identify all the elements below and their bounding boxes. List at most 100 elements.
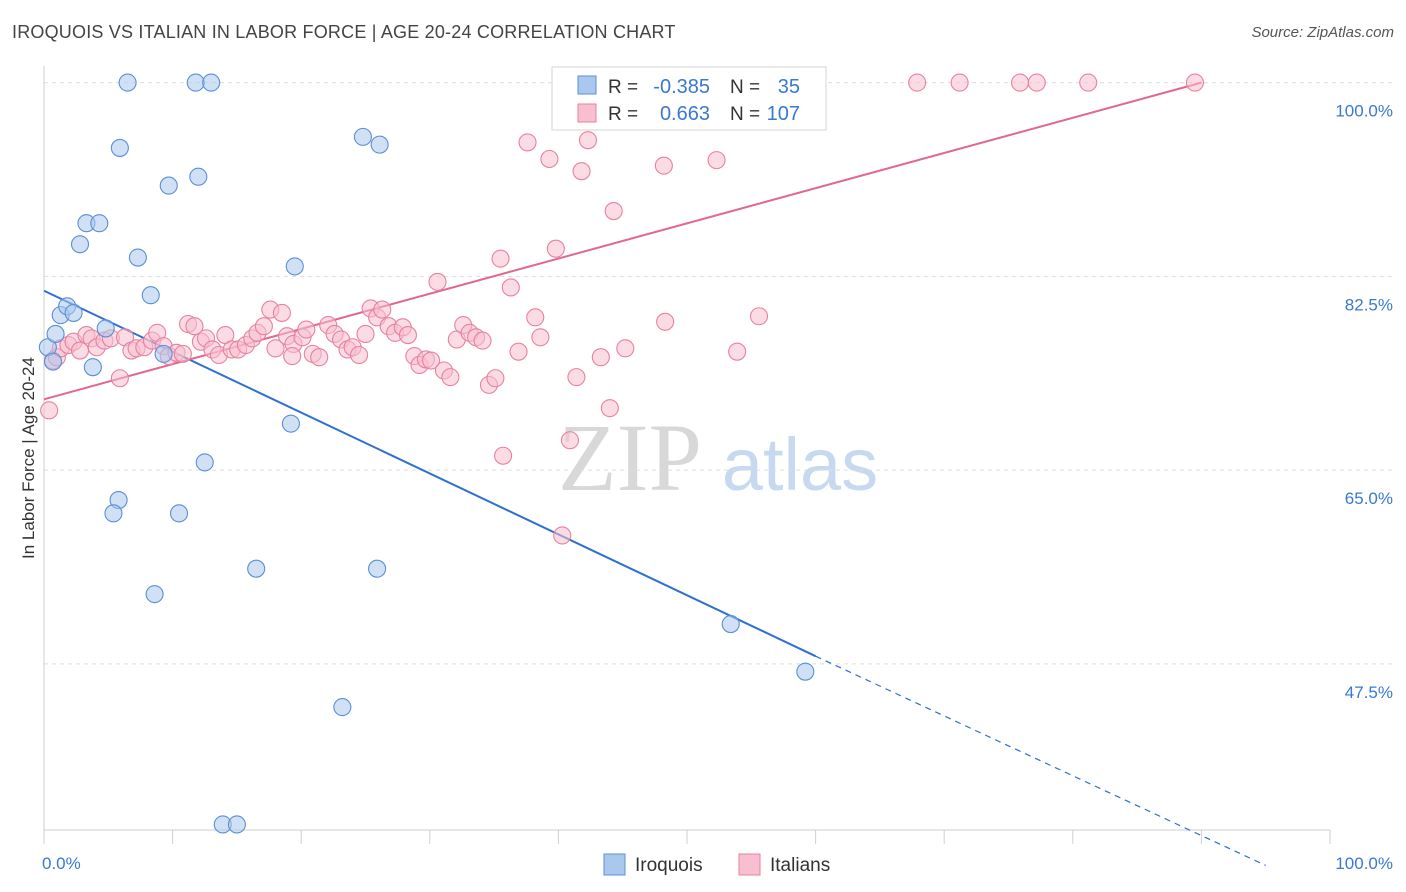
iroquois-point <box>721 615 740 634</box>
italians-point <box>1011 73 1030 92</box>
legend-swatch-italians <box>738 853 761 876</box>
italians-point <box>422 351 441 370</box>
legend-swatch-iroquois <box>603 853 626 876</box>
stats-r-value-italians: 0.663 <box>660 103 710 125</box>
legend-label-iroquois: Iroquois <box>635 855 703 876</box>
y-axis-title: In Labor Force | Age 20-24 <box>19 357 38 559</box>
iroquois-point <box>46 324 65 344</box>
iroquois-point <box>159 176 178 195</box>
italians-point <box>266 339 285 358</box>
stats-n-value-italians: 107 <box>767 103 800 125</box>
stats-r-label-italians: R = <box>608 104 638 125</box>
italians-point <box>428 272 447 291</box>
iroquois-point <box>189 167 208 186</box>
y-tick-label: 100.0% <box>1335 102 1393 121</box>
iroquois-point <box>281 414 300 433</box>
y-tick-label: 47.5% <box>1345 683 1393 702</box>
italians-point <box>173 344 192 363</box>
iroquois-point <box>104 504 123 523</box>
legend: Iroquois Italians <box>603 853 830 876</box>
italians-point <box>553 526 572 545</box>
italians-point <box>578 131 598 150</box>
italians-point <box>509 342 528 361</box>
italians-point <box>560 431 580 450</box>
italians-point <box>110 369 129 388</box>
chart-source: Source: ZipAtlas.com <box>1251 24 1394 41</box>
iroquois-point <box>90 214 109 233</box>
italians-point <box>604 201 623 221</box>
y-tick-label: 65.0% <box>1345 489 1393 508</box>
italians-point <box>40 401 59 420</box>
iroquois-point <box>83 358 102 377</box>
italians-point <box>616 339 635 358</box>
stats-n-value-iroquois: 35 <box>778 76 800 98</box>
iroquois-point <box>368 559 387 578</box>
iroquois-point <box>333 698 352 717</box>
italians-point <box>908 73 927 92</box>
stats-r-value-iroquois: -0.385 <box>653 76 710 98</box>
iroquois-point <box>227 815 246 834</box>
italians-point <box>950 73 969 92</box>
iroquois-point <box>370 135 389 154</box>
iroquois-point <box>186 73 205 92</box>
italians-point <box>494 446 513 465</box>
iroquois-point <box>64 303 83 322</box>
stats-swatch-iroquois <box>577 75 597 95</box>
stats-box-frame <box>551 66 827 131</box>
iroquois-point <box>43 352 63 371</box>
italians-point <box>572 162 591 181</box>
italians-point <box>254 317 273 336</box>
italians-point <box>297 320 316 339</box>
iroquois-point <box>110 138 129 157</box>
iroquois-point <box>118 73 137 92</box>
stats-n-label-italians: N = <box>730 104 760 125</box>
stats-swatch-italians <box>577 103 597 123</box>
italians-point <box>531 328 550 347</box>
italians-point <box>526 308 545 327</box>
iroquois-point <box>353 127 372 146</box>
iroquois-point <box>195 453 214 472</box>
italians-point <box>486 369 505 388</box>
italians-point <box>350 345 369 365</box>
stats-n-label-iroquois: N = <box>730 77 760 98</box>
legend-label-italians: Italians <box>770 855 830 876</box>
iroquois-point <box>70 235 90 254</box>
italians-point <box>373 300 392 319</box>
italians-point <box>591 348 610 367</box>
italians-point <box>441 368 460 387</box>
data-points <box>38 73 1205 834</box>
italians-point <box>185 317 204 336</box>
iroquois-point <box>128 248 147 267</box>
gridlines <box>44 82 1395 665</box>
iroquois-point <box>145 585 164 604</box>
watermark-atlas: atlas <box>722 423 878 506</box>
italians-point <box>1027 73 1046 92</box>
y-tick-label: 82.5% <box>1345 295 1393 314</box>
italians-point <box>272 303 291 322</box>
italians-point <box>656 312 675 331</box>
stats-box: R = -0.385 N = 35 R = 0.663 N = 107 <box>551 66 827 131</box>
x-tick-label-max: 100.0% <box>1335 854 1393 873</box>
italians-point <box>501 278 520 297</box>
iroquois-point <box>169 504 189 523</box>
iroquois-trend-extension <box>815 655 1266 866</box>
italians-point <box>491 249 510 268</box>
italians-point <box>283 347 302 366</box>
tick-labels: 100.0% 82.5% 65.0% 47.5% 0.0% 100.0% <box>42 102 1393 873</box>
italians-point <box>600 399 619 418</box>
italians-point <box>728 342 747 361</box>
italians-point <box>473 331 492 350</box>
italians-point <box>707 151 726 170</box>
iroquois-point <box>96 319 115 338</box>
x-tick-label-min: 0.0% <box>42 854 81 873</box>
watermark-zip: ZIP <box>558 404 702 511</box>
iroquois-point <box>247 559 266 578</box>
italians-point <box>567 368 586 387</box>
italians-point <box>546 239 565 258</box>
iroquois-point <box>202 73 221 92</box>
italians-point <box>1185 73 1205 92</box>
italians-point <box>1079 73 1098 92</box>
italians-point <box>356 324 375 344</box>
iroquois-point <box>141 286 160 305</box>
italians-point <box>540 149 559 169</box>
